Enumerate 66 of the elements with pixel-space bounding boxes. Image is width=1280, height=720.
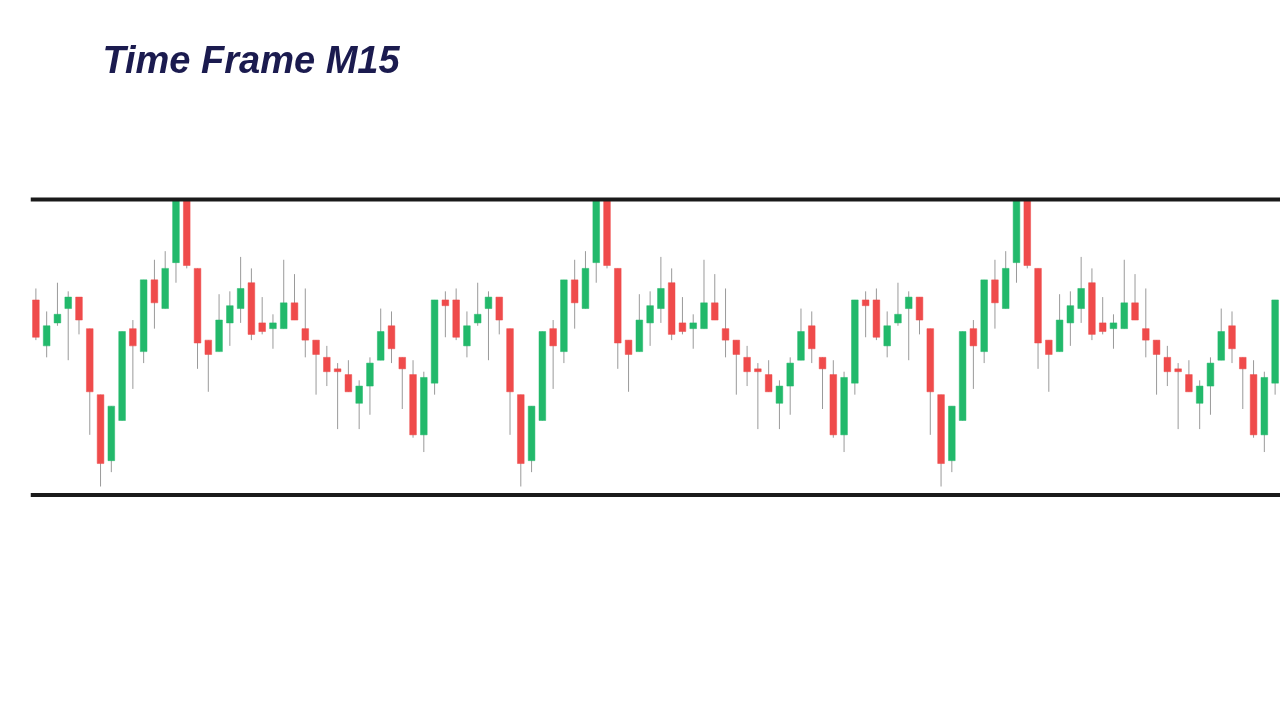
candlestick	[204, 339, 212, 393]
candlestick	[129, 319, 137, 390]
candlestick	[1142, 287, 1150, 358]
candlestick	[754, 362, 762, 430]
candlestick	[808, 310, 816, 364]
candlestick	[226, 290, 234, 347]
candlestick	[818, 356, 827, 410]
candlestick	[1109, 313, 1118, 350]
candlestick	[862, 290, 870, 338]
candlestick	[323, 345, 331, 387]
candlestick	[1206, 356, 1215, 416]
chart-title: Time Frame M15	[102, 38, 401, 81]
candlestick	[678, 296, 687, 335]
candlestick	[495, 296, 503, 335]
candlestick	[915, 296, 924, 335]
candlestick	[312, 339, 320, 396]
candlestick	[775, 379, 784, 430]
candlestick	[743, 345, 751, 387]
candlestick	[1163, 345, 1171, 387]
candlestick	[786, 356, 794, 416]
candlestick	[1066, 290, 1074, 347]
candlestick	[1174, 362, 1182, 430]
candlestick	[1077, 256, 1085, 324]
candlestick	[883, 310, 891, 358]
candlestick	[571, 259, 579, 330]
candlestick	[463, 310, 471, 358]
candlestick	[1185, 359, 1193, 393]
candlestick	[344, 359, 352, 393]
candlestick	[290, 273, 299, 321]
candlestick	[334, 362, 342, 430]
candlestick	[657, 256, 665, 324]
candlestick	[387, 310, 396, 364]
candlestick	[1239, 356, 1247, 410]
candlestick	[269, 313, 277, 350]
candlestick	[43, 310, 51, 358]
candlestick	[75, 296, 83, 335]
candlestick	[398, 356, 406, 410]
candlestick	[237, 256, 245, 324]
candlestick	[765, 359, 773, 393]
candlestick	[905, 290, 913, 361]
candlestick	[1099, 296, 1107, 335]
candlestick	[301, 287, 309, 358]
candlestick	[646, 290, 654, 347]
candlestick	[258, 296, 266, 335]
candlestick	[721, 287, 730, 358]
candlestick	[1131, 273, 1139, 321]
candlestick	[1045, 339, 1053, 393]
candlestick	[441, 290, 449, 338]
candlestick	[711, 273, 719, 321]
candlestick	[366, 356, 374, 416]
candlestick	[1152, 339, 1161, 396]
candlestick	[64, 290, 72, 361]
candlestick	[689, 313, 697, 350]
candlestick	[1196, 379, 1204, 430]
candlestick	[991, 259, 999, 330]
candlestick	[732, 339, 740, 396]
candlestick	[474, 282, 482, 327]
candlestick	[484, 290, 493, 361]
candlestick	[355, 379, 363, 430]
candlestick	[1228, 310, 1236, 364]
candlestick	[549, 319, 557, 390]
candlestick	[53, 282, 62, 327]
candlestick	[969, 319, 977, 390]
candlestick	[624, 339, 633, 393]
candlestick	[150, 259, 159, 330]
candlestick	[894, 282, 902, 327]
